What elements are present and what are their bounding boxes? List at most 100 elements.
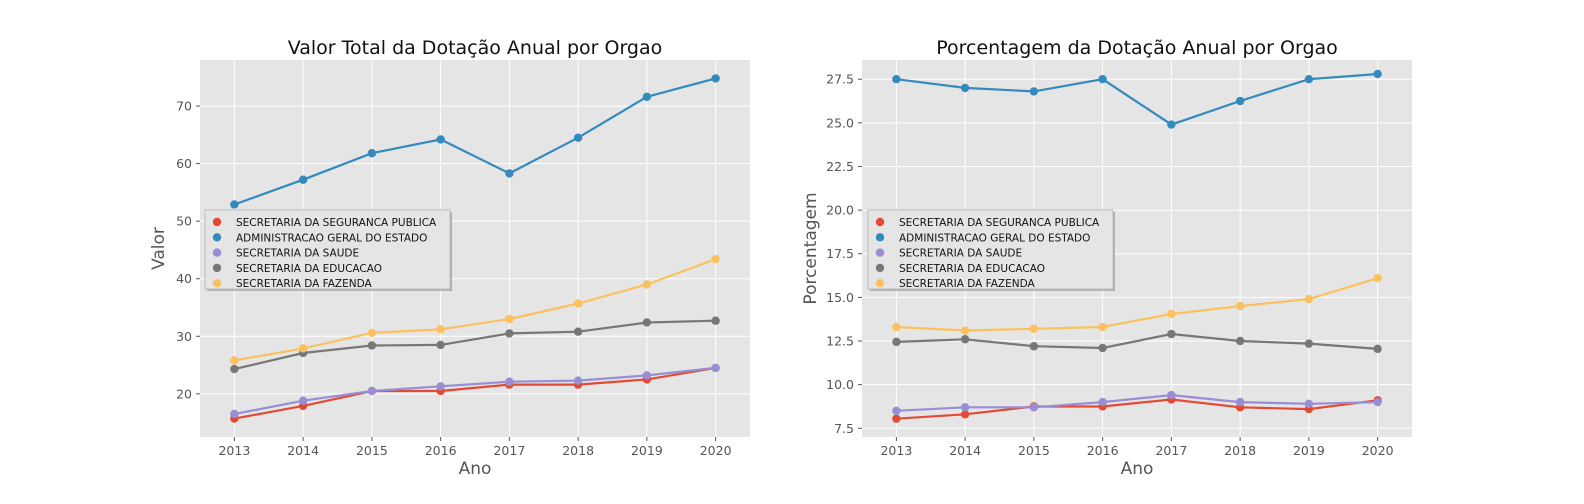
data-point: [298, 175, 308, 184]
data-point: [892, 74, 901, 84]
chart-title: Porcentagem da Dotação Anual por Orgao: [936, 37, 1338, 59]
y-tick-label: 10.0: [826, 377, 854, 392]
data-point: [230, 364, 239, 374]
legend-label: SECRETARIA DA FAZENDA: [236, 278, 373, 290]
y-tick-label: 25.0: [826, 115, 854, 130]
x-tick-label: 2016: [1087, 443, 1119, 458]
data-point: [298, 396, 308, 405]
data-point: [436, 135, 445, 144]
legend-label: SECRETARIA DA EDUCACAO: [236, 263, 382, 275]
y-tick-label: 40: [176, 271, 192, 286]
y-tick-label: 30: [176, 329, 192, 344]
data-point: [1029, 342, 1039, 351]
legend-label: SECRETARIA DA SAUDE: [899, 248, 1022, 260]
data-point: [642, 280, 652, 289]
series-line: [234, 77, 716, 206]
data-point: [230, 200, 239, 209]
data-point: [367, 341, 377, 350]
data-point: [642, 318, 652, 327]
x-tick-label: 2017: [493, 443, 525, 458]
data-point: [711, 254, 720, 264]
x-tick-label: 2019: [631, 443, 663, 458]
y-tick-label: 60: [176, 156, 192, 171]
legend-marker: [212, 217, 222, 227]
data-point: [1167, 120, 1176, 129]
legend-marker: [212, 263, 222, 273]
legend-marker: [212, 279, 222, 288]
data-point: [573, 299, 583, 308]
data-point: [960, 83, 970, 93]
x-tick-label: 2014: [949, 443, 981, 458]
data-point: [298, 344, 308, 353]
y-axis-label: Porcentagem: [801, 192, 821, 304]
data-point: [573, 376, 583, 385]
legend: SECRETARIA DA SEGURANCA PUBLICA ADMINISTR…: [204, 209, 452, 291]
y-tick-label: 22.5: [826, 159, 854, 174]
data-point: [367, 149, 377, 158]
data-point: [1235, 301, 1245, 311]
data-point: [960, 403, 970, 412]
data-point: [367, 328, 377, 338]
series-line: [234, 366, 716, 420]
series-line: [234, 319, 716, 371]
y-tick-label: 27.5: [826, 72, 854, 87]
data-point: [1167, 329, 1176, 339]
x-tick-label: 2016: [425, 443, 457, 458]
data-point: [505, 329, 514, 338]
data-point: [1304, 399, 1314, 409]
data-point: [711, 316, 720, 325]
data-point: [711, 74, 720, 83]
data-point: [1167, 309, 1176, 319]
data-point: [892, 322, 901, 332]
data-point: [1029, 403, 1039, 412]
legend-marker: [875, 233, 885, 242]
x-tick-label: 2013: [218, 443, 250, 458]
y-tick-label: 7.5: [834, 421, 854, 436]
data-point: [1235, 397, 1245, 407]
data-point: [436, 382, 445, 391]
y-tick-label: 12.5: [826, 334, 854, 349]
x-tick-label: 2019: [1293, 443, 1325, 458]
data-point: [230, 356, 239, 365]
x-tick-label: 2015: [1018, 443, 1050, 458]
data-point: [892, 414, 901, 423]
chart-panel-1: 20 30 40 50 60 70 2013 2014 2015 2016 2017 2018 2019…: [149, 37, 750, 479]
legend-label: SECRETARIA DA SEGURANCA PUBLICA: [236, 217, 437, 229]
y-tick-label: 20: [176, 386, 192, 401]
legend-label: ADMINISTRACAO GERAL DO ESTADO: [236, 232, 427, 244]
data-point: [1098, 74, 1107, 84]
data-point: [1029, 324, 1039, 333]
y-tick-label: 70: [176, 99, 192, 114]
x-tick-label: 2013: [880, 443, 912, 458]
legend-marker: [875, 217, 885, 227]
legend-box: [204, 209, 451, 290]
data-point: [1373, 69, 1382, 79]
x-tick-label: 2014: [287, 443, 319, 458]
legend-label: SECRETARIA DA FAZENDA: [899, 278, 1036, 290]
data-point: [367, 386, 377, 396]
x-axis-label: Ano: [459, 459, 492, 479]
data-point: [1304, 339, 1314, 348]
data-point: [1304, 74, 1314, 84]
y-axis-label: Valor: [149, 227, 169, 270]
series-line: [896, 393, 1378, 412]
data-point: [505, 314, 514, 324]
x-tick-label: 2017: [1155, 443, 1187, 458]
legend-marker: [875, 263, 885, 273]
chart-panel-2: 7.5 10.0 12.5 15.0 17.5 20.0 22.5 25.0 27.5 2013 2…: [801, 37, 1412, 479]
y-tick-label: 20.0: [826, 203, 854, 218]
series-line: [896, 277, 1378, 332]
data-point: [1098, 397, 1107, 407]
chart-title: Valor Total da Dotação Anual por Orgao: [288, 37, 663, 59]
x-tick-label: 2020: [1362, 443, 1394, 458]
data-point: [642, 371, 652, 380]
legend-box: [867, 209, 1114, 290]
legend-label: SECRETARIA DA SEGURANCA PUBLICA: [899, 217, 1100, 229]
x-tick-label: 2015: [356, 443, 388, 458]
legend-label: ADMINISTRACAO GERAL DO ESTADO: [899, 232, 1090, 244]
series-line: [896, 332, 1378, 350]
y-tick-label: 50: [176, 214, 192, 229]
data-point: [960, 335, 970, 344]
data-point: [1373, 397, 1382, 407]
